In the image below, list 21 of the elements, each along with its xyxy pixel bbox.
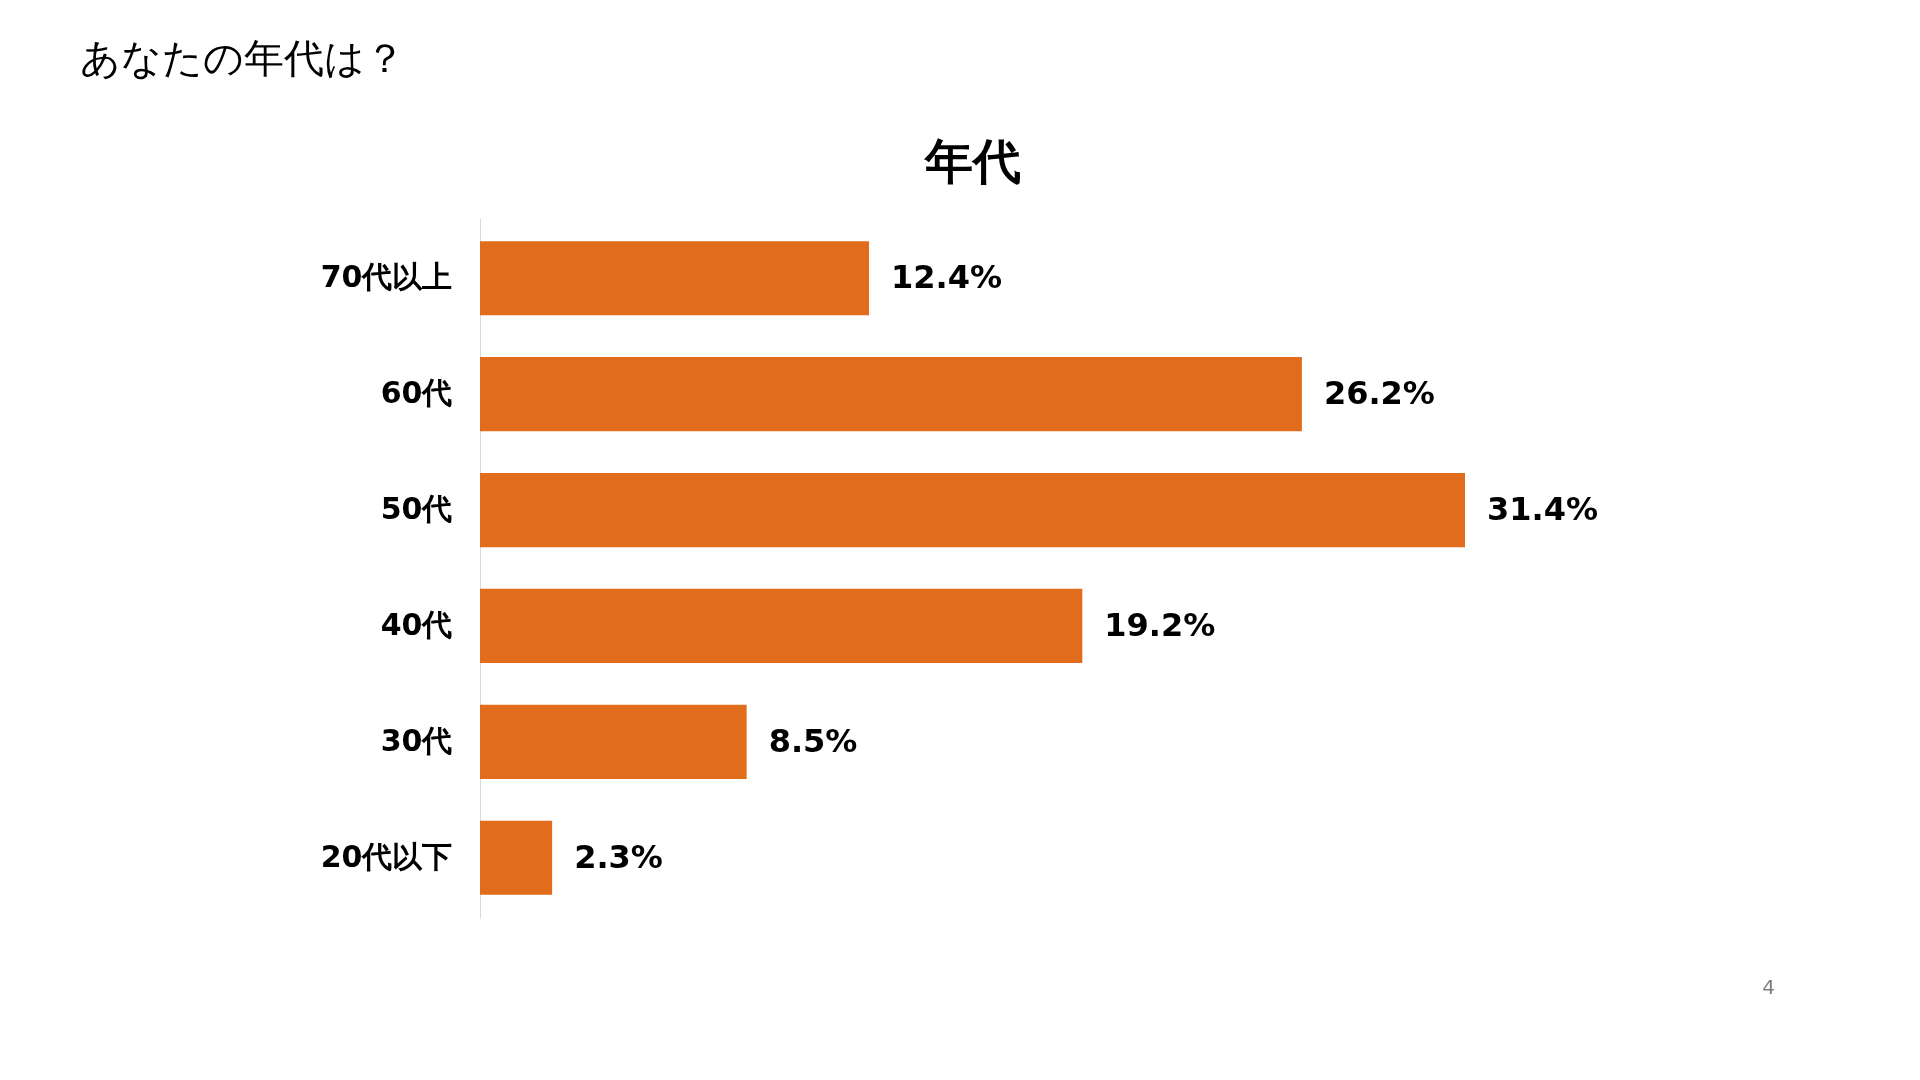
y-tick-label: 40代 bbox=[380, 606, 453, 642]
bar bbox=[480, 704, 747, 779]
data-label: 8.5% bbox=[768, 721, 858, 760]
y-tick-label: 70代以上 bbox=[320, 259, 453, 295]
chart-subtitle: 年代 bbox=[922, 133, 1021, 189]
bar bbox=[480, 357, 1302, 432]
data-label: 31.4% bbox=[1487, 490, 1599, 529]
bar bbox=[480, 820, 553, 895]
data-label: 26.2% bbox=[1323, 374, 1435, 413]
bar bbox=[480, 588, 1083, 664]
y-tick-label: 50代 bbox=[380, 491, 453, 527]
data-label: 2.3% bbox=[574, 837, 663, 876]
y-tick-label: 60代 bbox=[380, 375, 453, 411]
text: 4 bbox=[1762, 975, 1775, 999]
y-tick-label: 20代以下 bbox=[320, 838, 453, 874]
y-tick-label: 30代 bbox=[380, 722, 453, 758]
data-label: 19.2% bbox=[1104, 605, 1216, 644]
bar bbox=[480, 241, 869, 316]
chart-title: あなたの年代は？ bbox=[80, 35, 405, 81]
bar bbox=[480, 472, 1465, 548]
data-label: 12.4% bbox=[890, 258, 1002, 297]
